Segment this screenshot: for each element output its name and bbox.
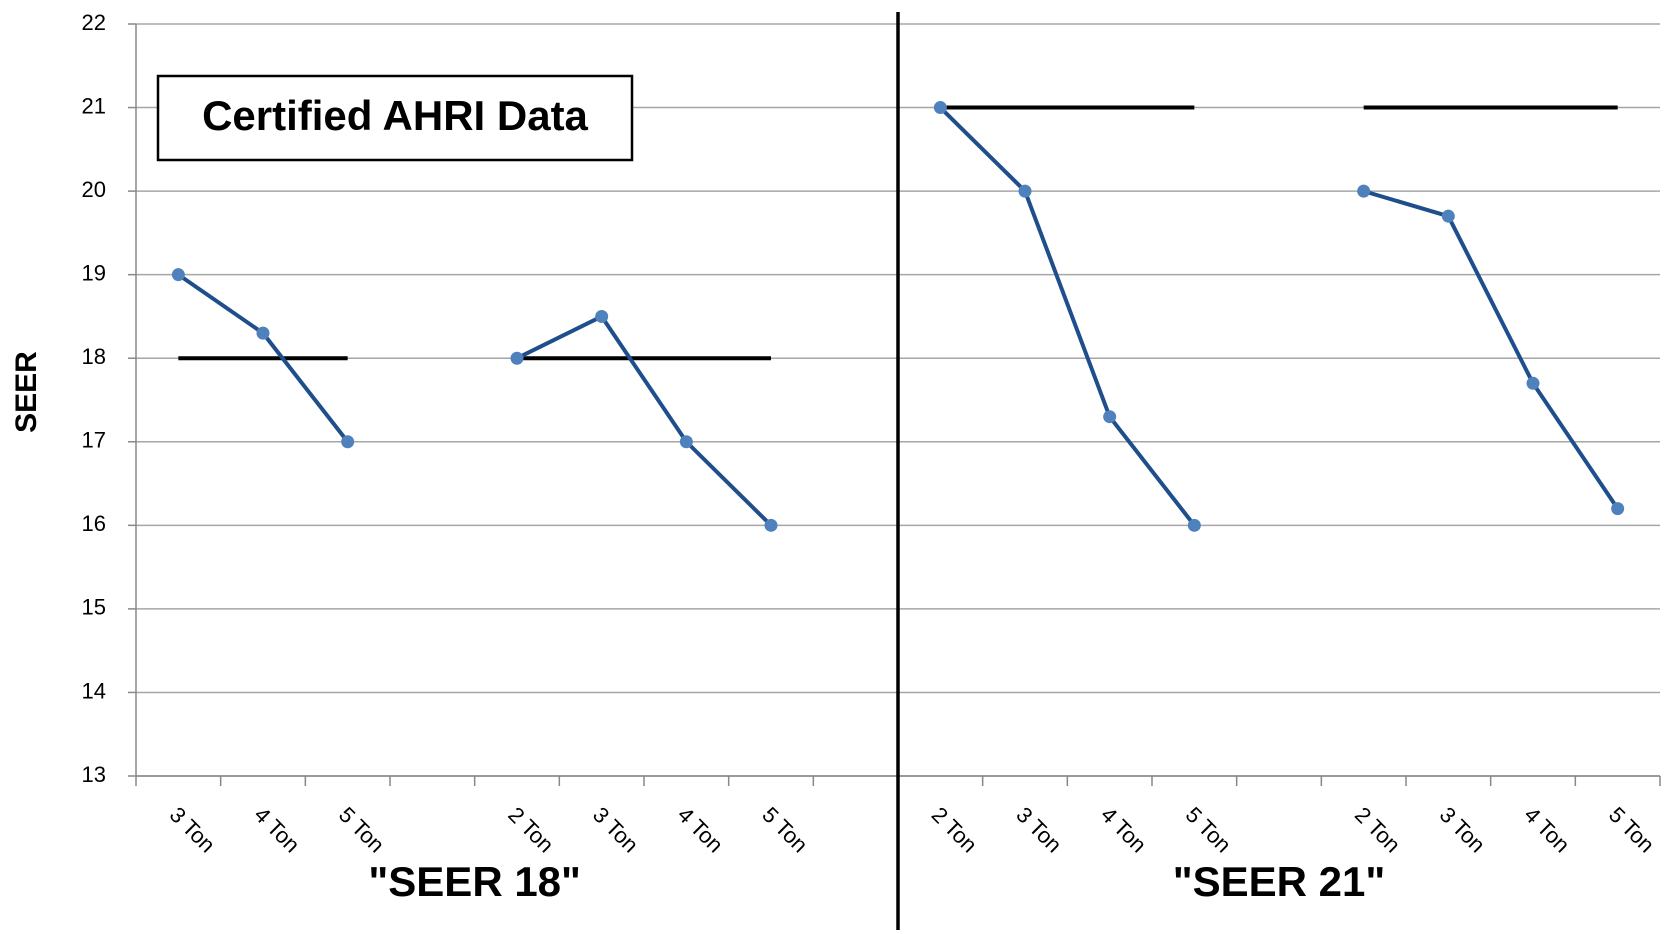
x-tick-label: 4 Ton [673, 802, 728, 857]
data-point [1441, 209, 1455, 223]
x-tick-label: 3 Ton [1435, 802, 1490, 857]
y-tick-label: 16 [82, 511, 106, 536]
x-tick-label: 5 Ton [1181, 802, 1236, 857]
data-point [256, 326, 270, 340]
data-point [933, 101, 947, 115]
annotation-box [156, 74, 634, 162]
series-line [516, 313, 773, 527]
x-tick-label: 5 Ton [1604, 802, 1659, 857]
group-label: "SEER 18" [368, 858, 581, 905]
data-point [1526, 376, 1540, 390]
y-tick-label: 22 [82, 10, 106, 35]
data-point [1611, 502, 1625, 516]
series-line [938, 106, 1196, 527]
data-point [679, 435, 693, 449]
y-tick-label: 20 [82, 177, 106, 202]
data-point [1357, 184, 1371, 198]
x-tick-label: 3 Ton [165, 802, 220, 857]
x-tick-label: 3 Ton [588, 802, 643, 857]
x-tick-label: 2 Ton [927, 802, 982, 857]
y-tick-label: 15 [82, 595, 106, 620]
x-tick-label: 2 Ton [1350, 802, 1405, 857]
y-tick-label: 13 [82, 762, 106, 787]
y-tick-label: 14 [82, 678, 106, 703]
data-point [1018, 184, 1032, 198]
y-tick-label: 19 [82, 260, 106, 285]
y-tick-label: 17 [82, 428, 106, 453]
series-line [1363, 189, 1620, 510]
group-label: "SEER 21" [1173, 858, 1386, 905]
x-tick-label: 2 Ton [503, 802, 558, 857]
data-point [510, 351, 524, 365]
data-point [1103, 410, 1117, 424]
y-tick-label: 21 [82, 93, 106, 118]
annotation: Certified AHRI Data [202, 92, 588, 139]
data-point [171, 268, 185, 282]
x-tick-label: 5 Ton [757, 802, 812, 857]
data-point [341, 435, 355, 449]
x-tick-label: 4 Ton [249, 802, 304, 857]
data-point [595, 309, 609, 323]
x-tick-label: 4 Ton [1096, 802, 1151, 857]
x-tick-label: 4 Ton [1519, 802, 1574, 857]
y-axis-label: SEER [10, 351, 43, 433]
data-point [764, 518, 778, 532]
x-tick-label: 5 Ton [334, 802, 389, 857]
y-tick-label: 18 [82, 344, 106, 369]
x-tick-label: 3 Ton [1011, 802, 1066, 857]
data-point [1187, 518, 1201, 532]
